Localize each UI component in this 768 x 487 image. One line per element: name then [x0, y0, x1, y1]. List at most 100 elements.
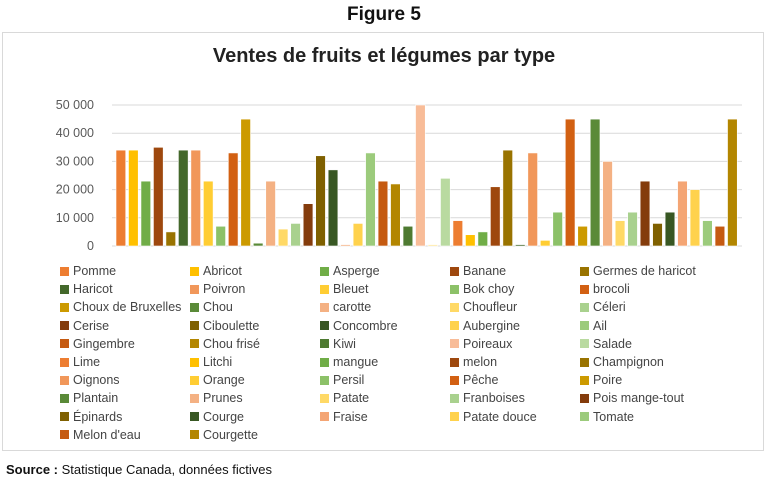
- legend-swatch-icon: [190, 393, 199, 403]
- bar: [577, 225, 588, 247]
- legend-label: Choufleur: [463, 300, 518, 315]
- legend-item: Aubergine: [450, 317, 580, 335]
- legend-item: Germes de haricot: [580, 262, 730, 280]
- bar: [614, 220, 626, 247]
- legend-label: Pois mange-tout: [593, 391, 685, 406]
- legend-item: Ciboulette: [190, 317, 320, 335]
- bar: [340, 244, 351, 247]
- legend-swatch-icon: [450, 412, 459, 422]
- legend-swatch-icon: [450, 321, 459, 331]
- bar: [327, 169, 339, 247]
- bar: [677, 180, 688, 247]
- legend-item: Abricot: [190, 262, 320, 280]
- legend-label: Abricot: [203, 264, 242, 279]
- legend-label: Plantain: [73, 391, 119, 406]
- bar: [165, 231, 176, 247]
- bar: [589, 118, 601, 247]
- bar-plot: 0 10 000 20 000 30 000 40 000 50 000: [56, 98, 742, 253]
- legend-item: Oignons: [60, 371, 190, 389]
- legend-item: Poireaux: [450, 335, 580, 353]
- bar: [265, 180, 276, 247]
- legend-swatch-icon: [320, 393, 329, 403]
- legend-label: Céleri: [593, 300, 626, 315]
- legend-label: Cerise: [73, 318, 110, 333]
- bar: [277, 228, 289, 247]
- legend-item: Patate: [320, 389, 450, 407]
- bar: [639, 180, 651, 247]
- bar: [702, 220, 713, 247]
- legend-item: Pomme: [60, 262, 190, 280]
- legend-swatch-icon: [60, 339, 69, 349]
- legend-item: Chou frisé: [190, 335, 320, 353]
- legend-item: Persil: [320, 371, 450, 389]
- legend-item: Champignon: [580, 353, 730, 371]
- y-tick-label: 50 000: [56, 98, 94, 112]
- legend-item: Poire: [580, 371, 730, 389]
- legend-swatch-icon: [320, 266, 329, 276]
- legend-label: Pomme: [73, 264, 117, 279]
- legend-item: Litchi: [190, 353, 320, 371]
- legend-item: Épinards: [60, 408, 190, 426]
- legend-label: Banane: [463, 264, 507, 279]
- legend-label: Poivron: [203, 282, 246, 297]
- legend-swatch-icon: [60, 412, 69, 422]
- bar: [302, 203, 314, 247]
- bar: [153, 147, 164, 247]
- legend-item: Cerise: [60, 317, 190, 335]
- bar: [727, 118, 738, 247]
- legend-swatch-icon: [580, 412, 589, 422]
- bar: [652, 223, 663, 247]
- legend-swatch-icon: [320, 339, 329, 349]
- legend-label: Courgette: [203, 427, 258, 442]
- legend-swatch-icon: [320, 284, 329, 294]
- legend-label: Courge: [203, 409, 244, 424]
- bar: [240, 118, 251, 247]
- legend-swatch-icon: [190, 412, 199, 422]
- bar: [540, 240, 551, 247]
- y-tick-label: 30 000: [56, 154, 94, 168]
- chart-frame: [2, 32, 764, 451]
- legend-swatch-icon: [450, 357, 459, 367]
- legend-item: Concombre: [320, 317, 450, 335]
- bar: [140, 180, 151, 247]
- bar: [427, 244, 439, 247]
- bar: [352, 223, 364, 247]
- legend-label: melon: [463, 355, 498, 370]
- legend-swatch-icon: [60, 393, 69, 403]
- legend-label: Ail: [593, 318, 607, 333]
- legend-item: Céleri: [580, 298, 730, 316]
- legend-item: Banane: [450, 262, 580, 280]
- legend-item: Orange: [190, 371, 320, 389]
- legend-item: Choux de Bruxelles: [60, 298, 190, 316]
- legend-swatch-icon: [580, 357, 589, 367]
- legend-swatch-icon: [580, 321, 589, 331]
- legend-item: carotte: [320, 298, 450, 316]
- legend-label: Patate: [333, 391, 370, 406]
- bar: [440, 178, 451, 247]
- legend-item: Courgette: [190, 426, 320, 444]
- legend-item: Pois mange-tout: [580, 389, 730, 407]
- bar: [527, 152, 538, 247]
- legend-swatch-icon: [320, 412, 329, 422]
- chart-legend: Pomme Abricot Asperge Banane Germes de haric…: [60, 262, 760, 444]
- legend-swatch-icon: [190, 430, 199, 440]
- legend-label: mangue: [333, 355, 379, 370]
- bar: [390, 183, 401, 247]
- legend-item: melon: [450, 353, 580, 371]
- source-text: Statistique Canada, données fictives: [61, 462, 272, 477]
- legend-item: Choufleur: [450, 298, 580, 316]
- legend-label: Bok choy: [463, 282, 515, 297]
- bar: [515, 244, 526, 247]
- legend-swatch-icon: [190, 266, 199, 276]
- legend-label: Persil: [333, 373, 365, 388]
- legend-item: Chou: [190, 298, 320, 316]
- legend-swatch-icon: [320, 357, 329, 367]
- legend-swatch-icon: [60, 266, 69, 276]
- legend-swatch-icon: [450, 284, 459, 294]
- bar: [115, 149, 127, 247]
- legend-label: Haricot: [73, 282, 113, 297]
- legend-label: Bleuet: [333, 282, 369, 297]
- legend-item: Melon d'eau: [60, 426, 190, 444]
- legend-swatch-icon: [60, 375, 69, 385]
- bar: [402, 225, 414, 247]
